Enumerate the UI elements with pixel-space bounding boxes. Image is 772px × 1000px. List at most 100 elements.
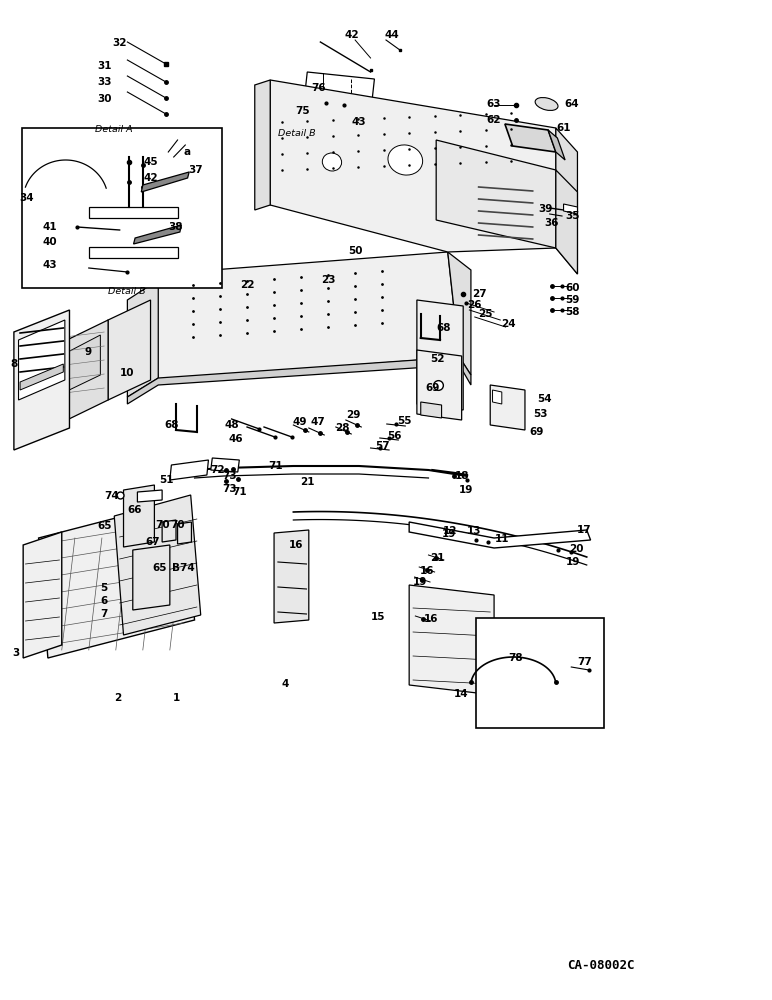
Text: 55: 55 [398,416,411,426]
Text: 73: 73 [222,471,236,481]
Polygon shape [127,357,471,404]
Text: 45: 45 [144,157,158,167]
Text: 42: 42 [144,173,158,183]
Polygon shape [89,247,178,258]
Text: 60: 60 [566,283,580,293]
Polygon shape [436,140,556,248]
Text: 21: 21 [431,553,445,563]
Text: 70: 70 [155,520,169,530]
Text: 11: 11 [495,534,509,544]
Text: 31: 31 [97,61,111,71]
Text: 39: 39 [538,204,552,214]
Polygon shape [39,500,195,658]
Polygon shape [493,390,502,404]
Text: 70: 70 [171,520,185,530]
Polygon shape [134,225,181,244]
Text: 54: 54 [537,394,551,404]
Text: 61: 61 [557,123,571,133]
Polygon shape [564,204,577,214]
Polygon shape [127,280,158,397]
Text: Detail A: Detail A [96,125,133,134]
Polygon shape [89,207,178,218]
Text: 2: 2 [113,693,121,703]
Text: 63: 63 [487,99,501,109]
Ellipse shape [323,153,341,171]
Text: 74: 74 [103,491,119,501]
Text: 25: 25 [479,309,493,319]
Text: 72: 72 [211,465,225,475]
Text: 59: 59 [566,295,580,305]
Text: 67: 67 [146,537,160,547]
Text: 65: 65 [98,521,112,531]
Polygon shape [421,402,442,418]
Polygon shape [417,300,463,410]
Text: 16: 16 [420,566,434,576]
Polygon shape [211,458,239,472]
Text: 64: 64 [564,99,578,109]
Text: 37: 37 [188,165,202,175]
Polygon shape [133,545,170,610]
Text: 33: 33 [97,77,111,87]
Text: 32: 32 [113,38,127,48]
Text: 36: 36 [544,218,558,228]
Text: 76: 76 [311,83,325,93]
Text: 69: 69 [530,427,543,437]
Polygon shape [255,80,270,210]
Polygon shape [490,385,525,430]
Text: 17: 17 [577,525,591,535]
Text: 69: 69 [425,383,439,393]
Polygon shape [291,95,361,122]
Text: 19: 19 [442,529,456,539]
Text: 7: 7 [100,609,108,619]
Text: 78: 78 [509,653,523,663]
Polygon shape [305,72,374,100]
Text: 43: 43 [43,260,57,270]
Text: 35: 35 [566,211,580,221]
Text: 28: 28 [336,423,350,433]
Text: 14: 14 [454,689,468,699]
Polygon shape [141,172,189,192]
Text: 42: 42 [345,30,359,40]
Text: 20: 20 [570,544,584,554]
Text: 66: 66 [128,505,142,515]
Polygon shape [137,490,162,502]
Text: 68: 68 [437,323,451,333]
Text: 16: 16 [424,614,438,624]
Text: 24: 24 [502,319,516,329]
Text: 10: 10 [120,368,134,378]
Text: 34: 34 [19,193,33,203]
Polygon shape [548,130,565,160]
Polygon shape [334,124,364,140]
Text: 23: 23 [322,275,336,285]
Text: 47: 47 [310,417,326,427]
Text: 29: 29 [347,410,361,420]
Text: 41: 41 [43,222,57,232]
Polygon shape [556,128,577,274]
Polygon shape [178,522,191,544]
Polygon shape [114,495,201,635]
Polygon shape [14,310,69,450]
Text: B74: B74 [172,563,195,573]
Text: 56: 56 [388,431,401,441]
Text: 62: 62 [487,115,501,125]
Text: 27: 27 [472,289,486,299]
Text: 30: 30 [97,94,111,104]
Text: 50: 50 [348,246,362,256]
Polygon shape [170,460,208,480]
Text: 3: 3 [12,648,19,658]
Text: 6: 6 [100,596,108,606]
Polygon shape [23,532,62,658]
Text: 26: 26 [467,300,481,310]
Text: 1: 1 [172,693,180,703]
Text: 18: 18 [455,471,469,481]
Text: 53: 53 [533,409,547,419]
Text: 8: 8 [10,359,18,369]
Polygon shape [108,300,151,400]
Text: 77: 77 [577,657,592,667]
Text: 48: 48 [225,420,239,430]
Text: 68: 68 [164,420,178,430]
Text: 12: 12 [443,526,457,536]
Polygon shape [409,585,494,695]
Polygon shape [448,252,471,375]
Text: 15: 15 [371,612,385,622]
